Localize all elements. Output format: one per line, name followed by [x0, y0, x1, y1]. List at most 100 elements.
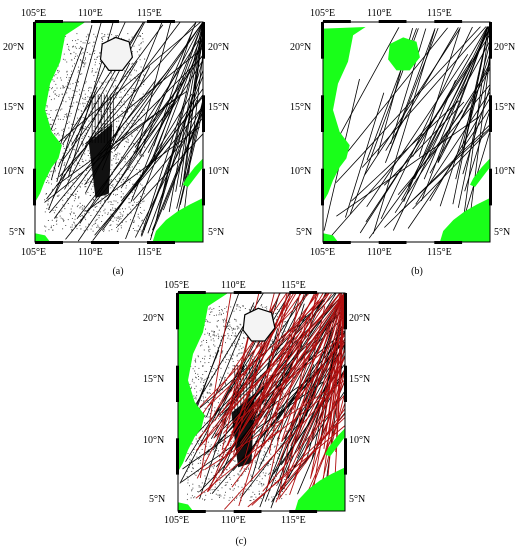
survey-point [51, 170, 53, 172]
survey-point [224, 485, 226, 486]
survey-point [239, 471, 241, 473]
survey-point [209, 445, 211, 447]
ship-track-red [307, 403, 346, 499]
survey-point [61, 93, 63, 95]
survey-point [90, 188, 92, 190]
survey-point [221, 309, 223, 310]
survey-point [138, 54, 140, 56]
survey-point [249, 346, 251, 348]
survey-point [228, 329, 230, 331]
survey-point [277, 457, 279, 459]
survey-point [92, 175, 93, 177]
survey-point [205, 320, 207, 322]
survey-point [215, 493, 217, 495]
survey-point [269, 473, 271, 475]
survey-point [224, 335, 225, 337]
survey-point [248, 468, 249, 470]
survey-point [128, 126, 130, 128]
survey-point [227, 337, 229, 339]
survey-point [238, 474, 240, 476]
survey-point [63, 205, 65, 207]
survey-point [44, 230, 46, 232]
survey-point [85, 226, 87, 228]
survey-point [143, 138, 145, 140]
survey-point [113, 200, 115, 202]
survey-point [52, 188, 54, 190]
survey-point [84, 134, 86, 136]
ship-track [345, 92, 385, 218]
survey-point [76, 43, 78, 44]
ship-track [462, 86, 491, 175]
survey-point [272, 311, 273, 313]
survey-point [133, 201, 135, 203]
survey-point [63, 145, 64, 147]
survey-point [190, 460, 192, 462]
survey-point [212, 330, 214, 332]
survey-point [62, 87, 64, 89]
survey-point [261, 363, 263, 365]
survey-point [269, 423, 271, 425]
ship-track [151, 21, 204, 163]
survey-point [204, 358, 205, 360]
survey-point [102, 92, 104, 94]
survey-point [187, 493, 188, 495]
ship-track-red [281, 341, 346, 471]
survey-point [136, 169, 138, 170]
survey-point [110, 187, 112, 189]
survey-point [142, 187, 144, 189]
survey-point [111, 71, 112, 73]
survey-point [239, 345, 241, 347]
survey-point [117, 104, 119, 106]
ship-track-red [257, 379, 346, 449]
survey-point [204, 483, 206, 484]
survey-point [107, 33, 109, 35]
survey-point [122, 88, 124, 90]
survey-point [122, 214, 124, 216]
survey-point [119, 173, 121, 175]
survey-point [264, 452, 266, 454]
survey-point [119, 139, 121, 141]
survey-point [69, 148, 71, 150]
survey-point [223, 319, 224, 321]
survey-point [88, 90, 89, 92]
survey-point [197, 356, 199, 358]
survey-point [235, 334, 237, 336]
right-lat-15: 15°N [208, 102, 230, 113]
survey-point [123, 181, 125, 183]
survey-point [231, 484, 232, 485]
survey-point [111, 122, 112, 124]
survey-point [140, 47, 142, 49]
right-lat-20: 20°N [349, 313, 371, 324]
survey-point [258, 490, 260, 492]
survey-point [195, 438, 197, 440]
survey-point [72, 142, 74, 144]
survey-point [190, 365, 192, 367]
survey-point [204, 492, 206, 494]
survey-point [132, 51, 133, 53]
ship-track-red [251, 417, 346, 506]
survey-point [140, 85, 142, 87]
survey-point [283, 321, 285, 323]
survey-point [67, 219, 69, 221]
survey-point [218, 314, 220, 316]
frame-scale-right [202, 168, 205, 206]
survey-point [274, 313, 276, 314]
survey-point [84, 42, 86, 44]
land [323, 22, 490, 242]
survey-point [104, 208, 106, 210]
survey-point [225, 382, 226, 384]
survey-point [69, 115, 71, 117]
survey-point [144, 96, 146, 98]
survey-point [266, 306, 268, 308]
survey-point [213, 315, 215, 316]
survey-point [57, 72, 59, 74]
right-lat-5: 5°N [208, 227, 225, 238]
survey-point [189, 383, 191, 385]
survey-point [127, 94, 129, 96]
survey-point [52, 129, 54, 131]
survey-point [268, 463, 269, 464]
survey-point [90, 215, 92, 216]
survey-point [249, 310, 251, 312]
survey-point [120, 100, 122, 102]
survey-point [204, 355, 206, 357]
